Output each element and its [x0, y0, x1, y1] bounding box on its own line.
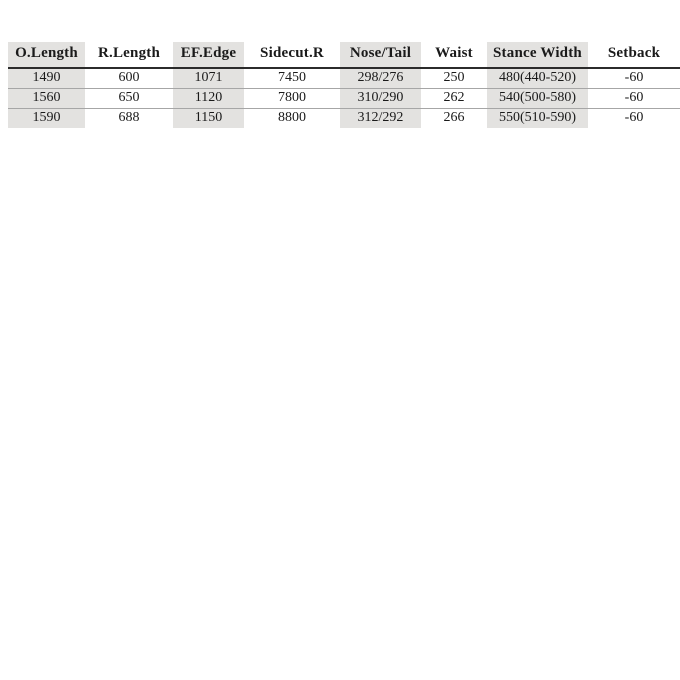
table-cell: 310/290 [340, 88, 421, 109]
table-cell: 1150 [194, 110, 223, 126]
table-cell: 480(440-520) [487, 68, 588, 89]
table-cell: 7800 [244, 88, 340, 109]
column-header-stance-width: Stance Width [487, 42, 588, 69]
table-cell: -60 [588, 88, 680, 109]
table-cell: -60 [588, 68, 680, 89]
table-cell: 8800 [278, 110, 306, 126]
column-header-o-length: O.Length [8, 42, 85, 69]
table-cell: 1560 [8, 88, 85, 109]
spec-table: O.Length R.Length EF.Edge Sidecut.R Nose… [8, 42, 680, 128]
column-header-setback: Setback [588, 42, 680, 69]
table-cell: 600 [85, 68, 173, 89]
table-cell: 540(500-580) [487, 88, 588, 109]
table-cell: -60 [624, 110, 644, 126]
table-cell: 250 [421, 68, 487, 89]
header-row: O.Length R.Length EF.Edge Sidecut.R Nose… [8, 42, 680, 69]
column-header-nose-tail: Nose/Tail [340, 42, 421, 69]
table-cell: 1071 [173, 68, 244, 89]
table-row: 1560 650 1120 7800 310/290 262 540(500-5… [8, 88, 680, 109]
table-row: 1490 600 1071 7450 298/276 250 480(440-5… [8, 68, 680, 89]
table-cell: 298/276 [340, 68, 421, 89]
column-header-ef-edge: EF.Edge [173, 42, 244, 69]
table-cell: 1590 [32, 110, 61, 126]
table-cell: 650 [85, 88, 173, 109]
table-cell: 312/292 [357, 110, 404, 126]
table-cell: 262 [421, 88, 487, 109]
table-row: 1590 688 1150 8800 312/292 266 550(510-5… [8, 108, 680, 128]
table-cell: 7450 [244, 68, 340, 89]
table-cell: 688 [118, 110, 140, 126]
column-header-waist: Waist [421, 42, 487, 69]
column-header-r-length: R.Length [85, 42, 173, 69]
table-cell: 550(510-590) [499, 110, 576, 126]
table-cell: 1490 [8, 68, 85, 89]
column-header-sidecut-r: Sidecut.R [244, 42, 340, 69]
table-cell: 266 [443, 110, 465, 126]
table-cell: 1120 [173, 88, 244, 109]
